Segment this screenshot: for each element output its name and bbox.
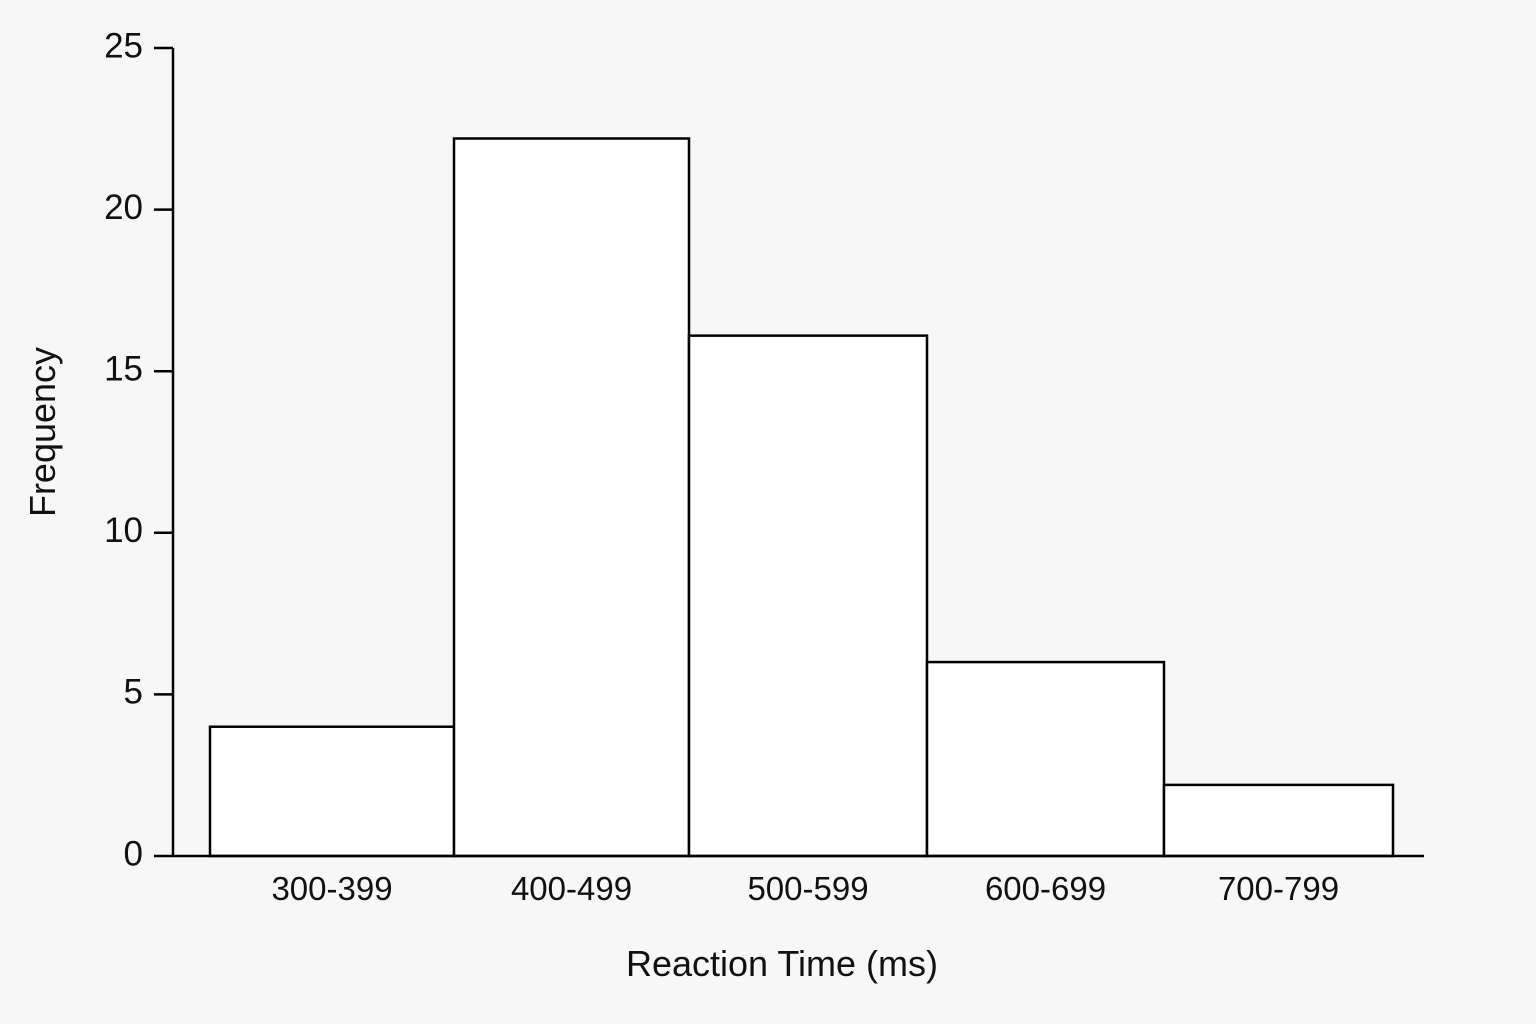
bar-400-499 <box>452 137 691 858</box>
y-tick-label: 20 <box>104 188 143 227</box>
x-tick-label: 300-399 <box>271 870 392 907</box>
bar-700-799 <box>1162 783 1395 858</box>
x-tick-label: 500-599 <box>747 870 868 907</box>
y-tick-label: 15 <box>104 349 143 388</box>
bars-group <box>208 137 1395 858</box>
bar-600-699 <box>925 660 1166 858</box>
y-tick-label: 5 <box>124 673 143 712</box>
x-axis-tick-labels: 300-399 400-499 500-599 600-699 700-799 <box>271 870 1339 907</box>
x-axis-title: Reaction Time (ms) <box>626 943 938 984</box>
y-tick-label: 25 <box>104 26 143 65</box>
x-tick-label: 400-499 <box>511 870 632 907</box>
x-tick-label: 600-699 <box>985 870 1106 907</box>
bar-500-599 <box>687 334 929 858</box>
bar-300-399 <box>208 725 456 858</box>
y-axis-ticks: 0 5 10 15 20 25 <box>104 26 173 873</box>
x-tick-label: 700-799 <box>1218 870 1339 907</box>
y-axis-title: Frequency <box>22 347 63 517</box>
y-tick-label: 10 <box>104 511 143 550</box>
y-tick-label: 0 <box>124 834 143 873</box>
